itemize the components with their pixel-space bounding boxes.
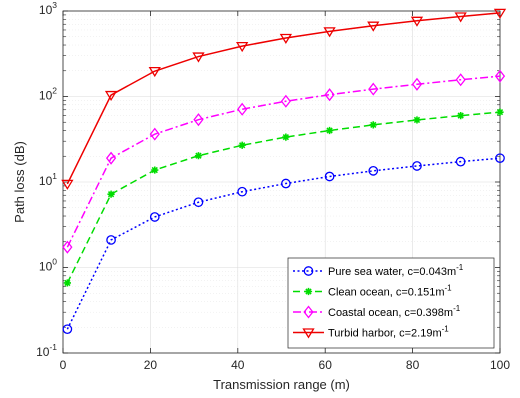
data-point bbox=[368, 82, 379, 96]
data-point bbox=[411, 77, 423, 91]
tick-layer: 0 20 40 60 80 100 10-1 100 101 102 103 bbox=[36, 0, 510, 372]
data-point bbox=[323, 27, 336, 38]
data-point bbox=[454, 12, 467, 23]
data-point bbox=[61, 179, 74, 190]
data-point bbox=[495, 153, 505, 164]
data-point bbox=[324, 88, 335, 102]
data-point bbox=[192, 52, 205, 63]
y-tick-label: 102 bbox=[39, 86, 57, 103]
data-point bbox=[149, 127, 160, 141]
x-axis-title: Transmission range (m) bbox=[213, 377, 350, 392]
data-point bbox=[194, 152, 203, 160]
x-tick-label: 20 bbox=[144, 358, 158, 372]
data-point bbox=[151, 166, 159, 174]
data-point bbox=[107, 190, 115, 198]
series-line bbox=[66, 75, 501, 248]
x-tick-label: 100 bbox=[490, 358, 510, 372]
data-point bbox=[413, 116, 421, 124]
series-layer bbox=[61, 8, 507, 335]
legend-marker bbox=[303, 305, 314, 319]
data-point bbox=[280, 94, 291, 108]
legend: Pure sea water, c=0.043m-1 Clean ocean, c… bbox=[287, 257, 495, 349]
data-point bbox=[237, 186, 248, 197]
data-point bbox=[324, 171, 335, 182]
data-point bbox=[325, 126, 334, 135]
data-point bbox=[106, 235, 116, 245]
x-tick-label: 40 bbox=[231, 358, 245, 372]
data-point bbox=[148, 66, 161, 78]
y-tick-label: 103 bbox=[39, 0, 57, 17]
data-point bbox=[104, 90, 118, 102]
data-point bbox=[368, 166, 379, 176]
legend-marker bbox=[302, 328, 315, 339]
data-point bbox=[412, 161, 422, 171]
y-tick-label: 100 bbox=[39, 257, 57, 274]
legend-label: Turbid harbor, c=2.19m-1 bbox=[328, 325, 449, 340]
legend-marker bbox=[303, 266, 314, 276]
data-point bbox=[410, 16, 424, 27]
data-point bbox=[496, 108, 504, 116]
legend-marker bbox=[304, 287, 313, 296]
data-point bbox=[63, 279, 71, 287]
data-point bbox=[457, 111, 465, 120]
data-point bbox=[193, 113, 204, 127]
data-point bbox=[367, 21, 380, 32]
data-point bbox=[237, 102, 248, 116]
y-tick-label: 101 bbox=[39, 171, 57, 188]
data-point bbox=[369, 121, 377, 129]
legend-label: Coastal ocean, c=0.398m-1 bbox=[328, 304, 461, 319]
data-point bbox=[493, 8, 507, 19]
x-tick-label: 0 bbox=[60, 358, 67, 372]
data-point bbox=[494, 69, 506, 83]
series-line bbox=[66, 111, 501, 284]
series-line bbox=[66, 157, 501, 330]
x-tick-label: 60 bbox=[319, 358, 333, 372]
data-point bbox=[281, 178, 291, 189]
data-point bbox=[455, 73, 466, 87]
data-point bbox=[105, 151, 117, 165]
data-point bbox=[238, 141, 246, 149]
data-point bbox=[236, 42, 249, 53]
data-point bbox=[62, 240, 73, 254]
data-point bbox=[62, 324, 73, 335]
y-tick-label: 10-1 bbox=[36, 342, 57, 359]
data-point bbox=[282, 133, 290, 141]
data-point bbox=[455, 156, 466, 167]
series-line bbox=[66, 12, 501, 185]
data-point bbox=[193, 197, 204, 208]
legend-label: Clean ocean, c=0.151m-1 bbox=[328, 284, 452, 299]
data-point bbox=[279, 33, 293, 45]
y-axis-title: Path loss (dB) bbox=[12, 141, 27, 223]
legend-label: Pure sea water, c=0.043m-1 bbox=[328, 263, 464, 278]
x-tick-label: 80 bbox=[406, 358, 420, 372]
data-point bbox=[149, 212, 160, 222]
